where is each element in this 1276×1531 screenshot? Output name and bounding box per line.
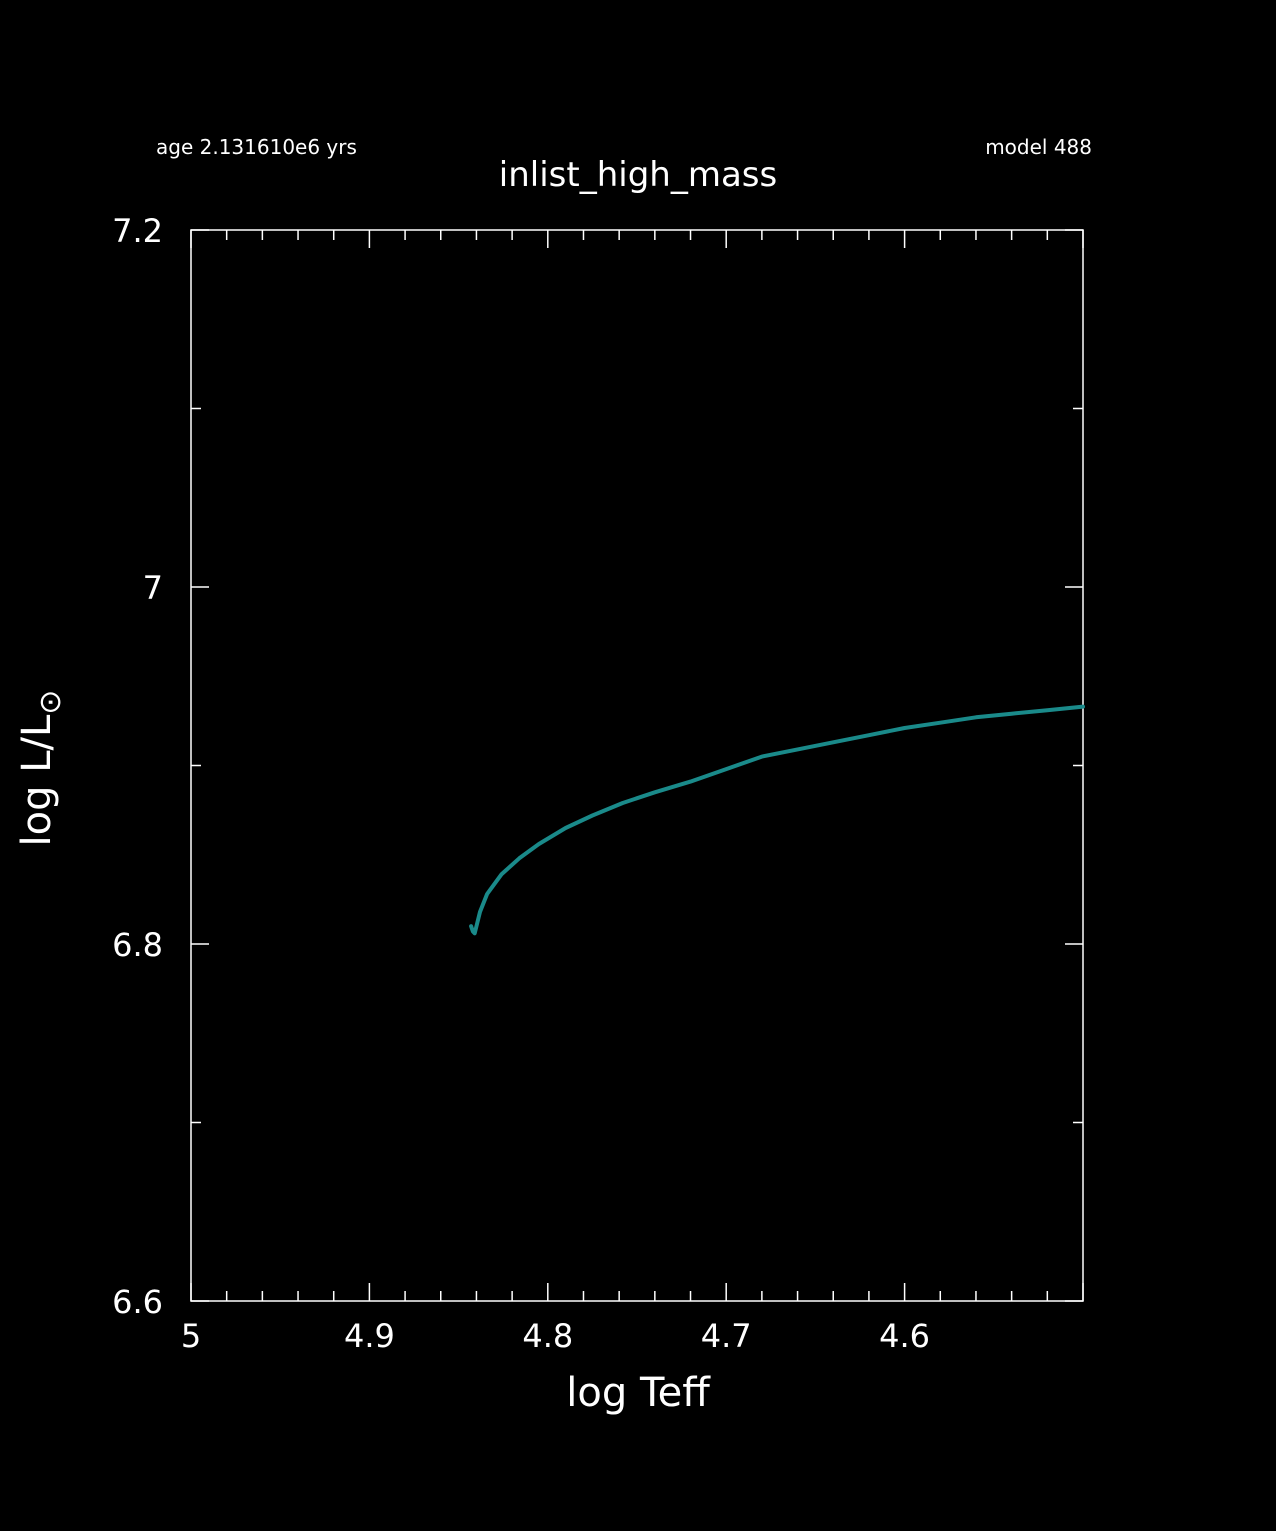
axis-ticks <box>190 229 1084 1302</box>
y-tick-label: 7 <box>143 569 163 607</box>
x-axis-label: log Teff <box>566 1370 711 1416</box>
y-axis-label: log L/L⊙ <box>14 690 68 847</box>
y-tick-label: 7.2 <box>112 212 163 250</box>
chart-title: inlist_high_mass <box>499 155 777 195</box>
x-tick-label: 5 <box>181 1317 201 1355</box>
y-axis-label-sun-symbol: ⊙ <box>33 690 68 715</box>
x-tick-labels: 5 4.9 4.8 4.7 4.6 <box>181 1317 930 1355</box>
x-tick-label: 4.6 <box>879 1317 930 1355</box>
age-label: age 2.131610e6 yrs <box>156 135 357 159</box>
model-label: model 488 <box>985 135 1092 159</box>
y-tick-label: 6.6 <box>112 1283 163 1321</box>
y-tick-label: 6.8 <box>112 926 163 964</box>
svg-text:log L/L⊙: log L/L⊙ <box>14 690 68 847</box>
x-tick-label: 4.7 <box>701 1317 752 1355</box>
series-line-track <box>469 704 1085 936</box>
y-axis-label-main: log L/L <box>14 714 60 846</box>
y-tick-labels: 6.6 6.8 7 7.2 <box>112 212 163 1321</box>
x-tick-label: 4.8 <box>522 1317 573 1355</box>
x-tick-label: 4.9 <box>344 1317 395 1355</box>
